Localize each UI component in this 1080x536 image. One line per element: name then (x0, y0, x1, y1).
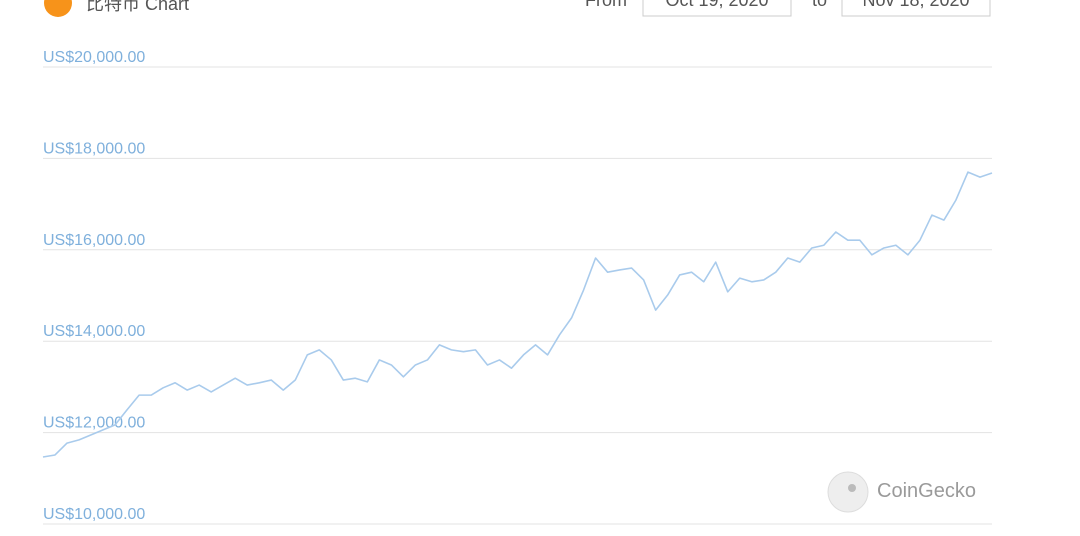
y-tick-label: US$18,000.00 (43, 140, 145, 157)
from-date-input[interactable] (642, 0, 792, 17)
bitcoin-icon (44, 0, 72, 17)
y-tick-label: US$10,000.00 (43, 506, 145, 523)
to-label: to (812, 0, 827, 10)
watermark-logo (827, 471, 869, 513)
y-tick-label: US$20,000.00 (43, 49, 145, 66)
from-label: From (585, 0, 627, 10)
y-tick-label: US$16,000.00 (43, 232, 145, 249)
to-date: Nov 18, 2020 (862, 0, 969, 10)
chart-title: 比特币 Chart (86, 0, 189, 14)
to-date-input[interactable] (841, 0, 991, 17)
from-date: Oct 19, 2020 (665, 0, 768, 10)
y-tick-label: US$14,000.00 (43, 323, 145, 340)
price-line (42, 171, 993, 458)
y-tick-label: US$12,000.00 (43, 415, 145, 432)
watermark: CoinGecko (877, 480, 976, 502)
